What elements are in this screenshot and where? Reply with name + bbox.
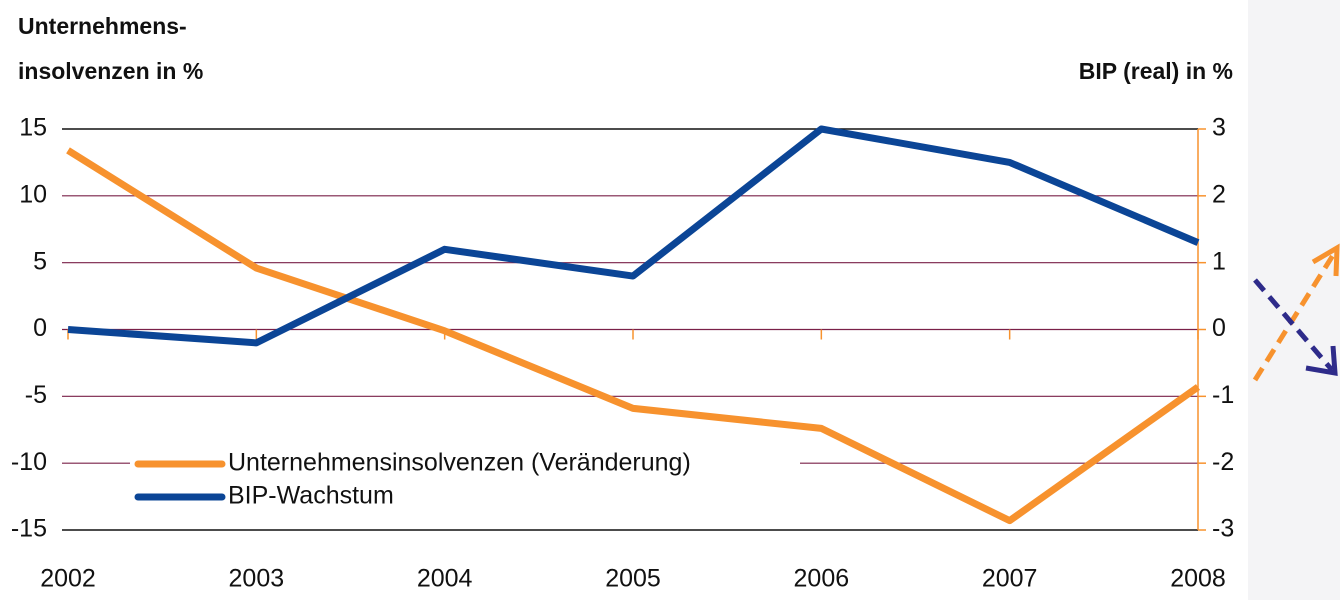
y2-tick-label: 1 xyxy=(1212,247,1226,275)
x-tick-label: 2007 xyxy=(982,565,1038,593)
y-tick-label: 10 xyxy=(19,180,47,208)
side-panel xyxy=(1248,0,1340,600)
decoration-arrows xyxy=(1252,243,1340,382)
y2-tick-label: 3 xyxy=(1212,114,1226,142)
y2-tick-label: 0 xyxy=(1212,314,1226,342)
y-tick-label: 5 xyxy=(33,247,47,275)
y-tick-label: 15 xyxy=(19,114,47,142)
x-tick-label: 2004 xyxy=(417,565,473,593)
y2-tick-label: -2 xyxy=(1212,448,1234,476)
x-tick-label: 2003 xyxy=(229,565,285,593)
y-tick-label: -15 xyxy=(11,515,47,543)
y2-tick-label: 2 xyxy=(1212,180,1226,208)
y2-axis-title: BIP (real) in % xyxy=(1079,58,1233,84)
legend-background xyxy=(130,448,800,514)
y-tick-label: -10 xyxy=(11,448,47,476)
y-axis-title-line-1: Unternehmens- xyxy=(18,13,187,39)
y-tick-label: 0 xyxy=(33,314,47,342)
y-tick-label: -5 xyxy=(25,381,47,409)
x-tick-label: 2005 xyxy=(605,565,661,593)
x-tick-label: 2006 xyxy=(794,565,850,593)
y2-tick-label: -3 xyxy=(1212,515,1234,543)
x-tick-label: 2002 xyxy=(40,565,96,593)
x-tick-label: 2008 xyxy=(1170,565,1226,593)
y2-tick-label: -1 xyxy=(1212,381,1234,409)
y-axis-title-line-2: insolvenzen in % xyxy=(18,58,203,84)
data-line xyxy=(67,125,1200,347)
legend-label: BIP-Wachstum xyxy=(228,482,394,510)
legend-label: Unternehmensinsolvenzen (Veränderung) xyxy=(228,449,691,477)
data-line xyxy=(66,147,1201,525)
